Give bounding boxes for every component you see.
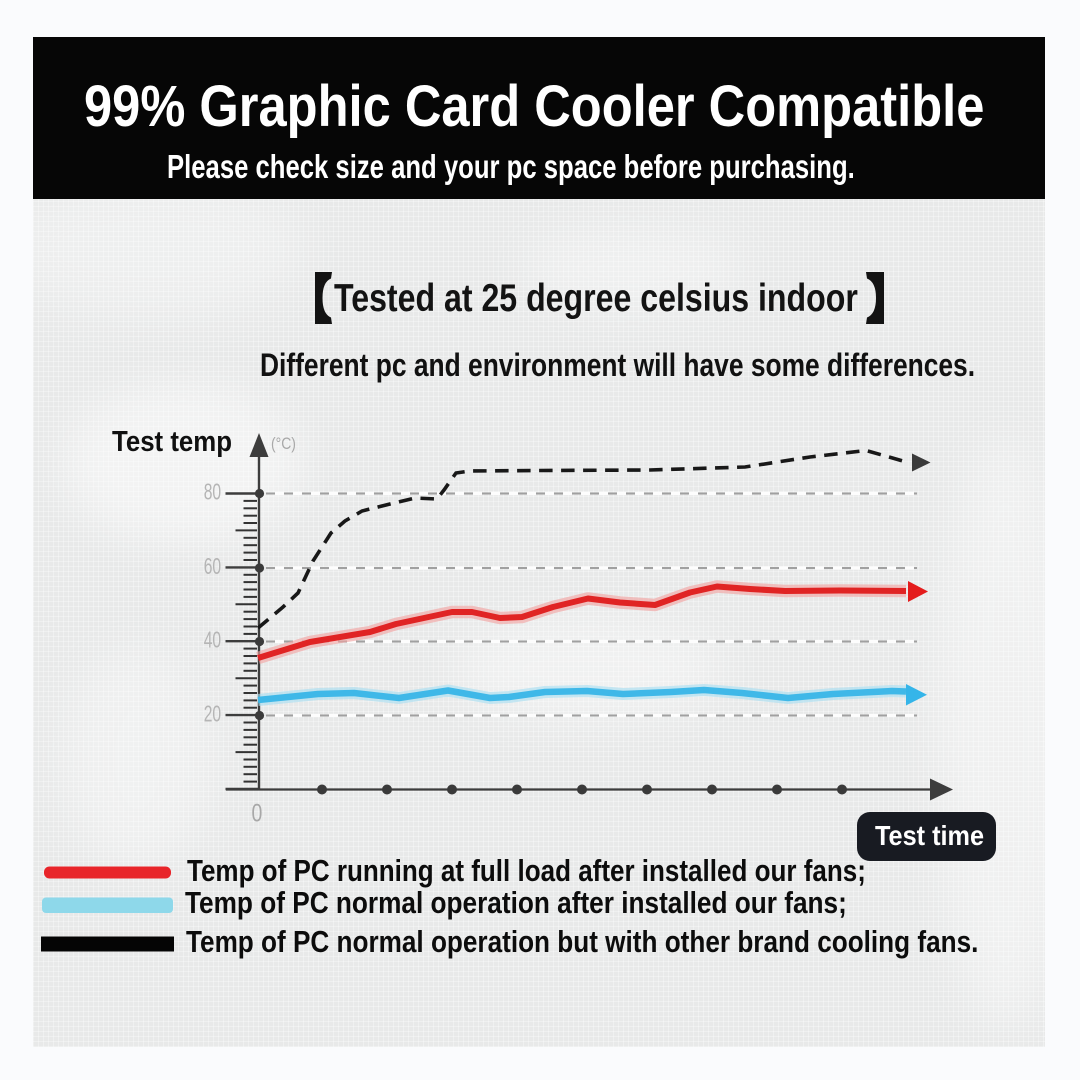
svg-text:20: 20: [204, 702, 221, 728]
svg-text:Test time: Test time: [875, 820, 984, 851]
svg-text:(°C): (°C): [271, 435, 296, 454]
svg-text:60: 60: [204, 554, 221, 580]
svg-text:40: 40: [204, 628, 221, 654]
svg-text:0: 0: [252, 799, 263, 827]
svg-text:80: 80: [204, 480, 221, 506]
